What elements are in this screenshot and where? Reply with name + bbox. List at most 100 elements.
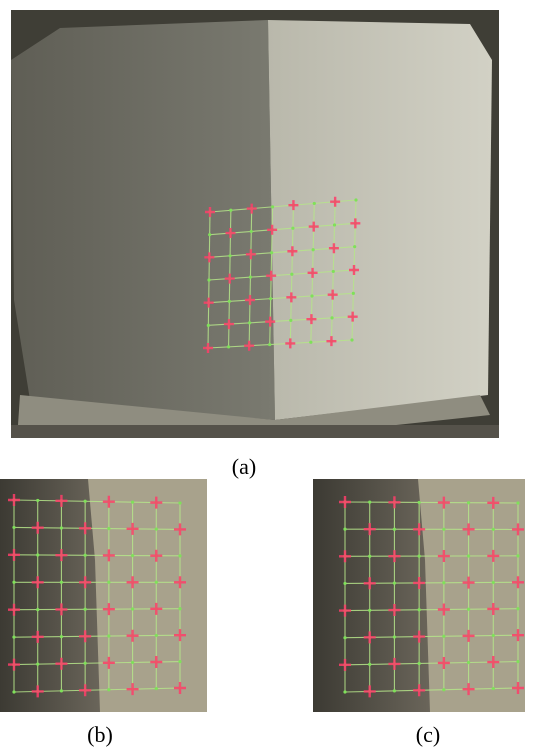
dot — [309, 341, 312, 344]
dot — [368, 609, 371, 612]
dot — [107, 634, 110, 637]
dot — [352, 292, 355, 295]
dot — [155, 528, 158, 531]
dot — [268, 343, 271, 346]
dot — [155, 581, 158, 584]
caption-a: (a) — [232, 454, 256, 479]
caption-b: (b) — [87, 722, 113, 747]
dot — [492, 687, 495, 690]
dot — [393, 635, 396, 638]
dot — [442, 581, 445, 584]
dot — [60, 526, 63, 529]
dot — [107, 527, 110, 530]
dot — [250, 230, 253, 233]
dot — [516, 660, 519, 663]
dot — [131, 554, 134, 557]
dot — [228, 254, 231, 257]
dot — [178, 660, 181, 663]
photo-b — [0, 479, 207, 712]
dot — [271, 205, 274, 208]
dot — [229, 209, 232, 212]
dot — [36, 608, 39, 611]
dot — [269, 297, 272, 300]
photo-a — [11, 10, 499, 438]
dot — [442, 635, 445, 638]
dot — [84, 500, 87, 503]
dot — [12, 526, 15, 529]
dot — [155, 687, 158, 690]
dot — [36, 499, 39, 502]
dot — [332, 270, 335, 273]
dot — [343, 690, 346, 693]
dot — [12, 636, 15, 639]
dot — [107, 581, 110, 584]
dot — [290, 273, 293, 276]
dot — [442, 688, 445, 691]
dot — [492, 634, 495, 637]
dot — [343, 636, 346, 639]
dot — [178, 501, 181, 504]
dot — [155, 634, 158, 637]
dot — [12, 581, 15, 584]
dot — [350, 338, 353, 341]
dot — [207, 278, 210, 281]
dot — [248, 321, 251, 324]
dot — [178, 607, 181, 610]
dot — [207, 324, 210, 327]
dot — [249, 276, 252, 279]
dot — [289, 319, 292, 322]
dot — [492, 528, 495, 531]
dot — [60, 689, 63, 692]
dot — [467, 608, 470, 611]
dot — [418, 662, 421, 665]
dot — [312, 248, 315, 251]
dot — [36, 553, 39, 556]
page: {"figure": {"panels": [{"label": "(a)"},… — [0, 0, 539, 749]
dot — [107, 688, 110, 691]
dot — [516, 554, 519, 557]
dot — [418, 501, 421, 504]
dot — [353, 245, 356, 248]
dot — [343, 582, 346, 585]
dot — [492, 581, 495, 584]
dot — [84, 554, 87, 557]
dot — [84, 608, 87, 611]
dot — [270, 251, 273, 254]
dot — [310, 294, 313, 297]
dot — [36, 663, 39, 666]
dot — [418, 608, 421, 611]
dot — [131, 501, 134, 504]
dot — [131, 607, 134, 610]
dot — [60, 635, 63, 638]
caption-c: (c) — [416, 722, 440, 747]
dot — [516, 607, 519, 610]
dot — [442, 528, 445, 531]
dot — [313, 202, 316, 205]
dot — [393, 582, 396, 585]
dot — [467, 661, 470, 664]
photo-c — [313, 479, 525, 712]
dot — [467, 554, 470, 557]
dot — [12, 690, 15, 693]
dot — [354, 198, 357, 201]
dot — [291, 227, 294, 230]
dot — [393, 528, 396, 531]
dot — [330, 316, 333, 319]
dot — [84, 662, 87, 665]
dot — [228, 300, 231, 303]
dot — [467, 501, 470, 504]
dot — [368, 663, 371, 666]
dot — [227, 345, 230, 348]
dot — [333, 223, 336, 226]
dot — [516, 501, 519, 504]
dot — [343, 528, 346, 531]
dot — [131, 661, 134, 664]
dot — [368, 555, 371, 558]
dot — [60, 581, 63, 584]
dot — [178, 554, 181, 557]
dot — [368, 501, 371, 504]
dot — [418, 555, 421, 558]
figure: (a) (b) (c) — [0, 0, 539, 749]
dot — [393, 689, 396, 692]
dot — [208, 233, 211, 236]
